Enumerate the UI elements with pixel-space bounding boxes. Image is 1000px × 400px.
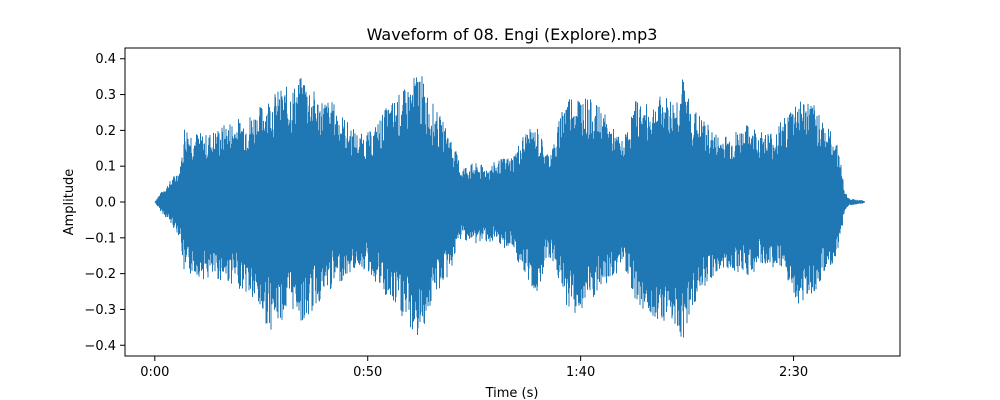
y-tick-label: −0.1: [84, 231, 116, 246]
y-axis-ticks: 0.4 0.3 0.2 0.1 0.0 −0.1 −0.2 −0.3 −0.4: [84, 52, 125, 354]
y-axis-label: Amplitude: [62, 169, 77, 236]
x-axis-ticks: 0:00 0:50 1:40 2:30: [140, 356, 808, 380]
y-tick-label: −0.4: [84, 339, 116, 354]
y-tick-label: 0.1: [95, 160, 116, 175]
plot-frame: [124, 47, 901, 357]
y-tick-label: −0.2: [84, 267, 116, 282]
y-tick-label: 0.3: [95, 88, 116, 103]
y-tick-label: 0.4: [95, 52, 116, 67]
y-tick-label: −0.3: [84, 303, 116, 318]
plot-area: [154, 76, 865, 338]
x-tick-label: 2:30: [779, 365, 808, 380]
waveform-body: [154, 127, 862, 279]
x-tick-label: 0:50: [353, 365, 382, 380]
y-tick-label: 0.2: [95, 124, 116, 139]
y-tick-label: 0.0: [95, 196, 116, 211]
chart-title: Waveform of 08. Engi (Explore).mp3: [367, 25, 658, 44]
x-tick-label: 1:40: [566, 365, 595, 380]
x-tick-label: 0:00: [140, 365, 169, 380]
x-axis-label: Time (s): [485, 386, 539, 400]
